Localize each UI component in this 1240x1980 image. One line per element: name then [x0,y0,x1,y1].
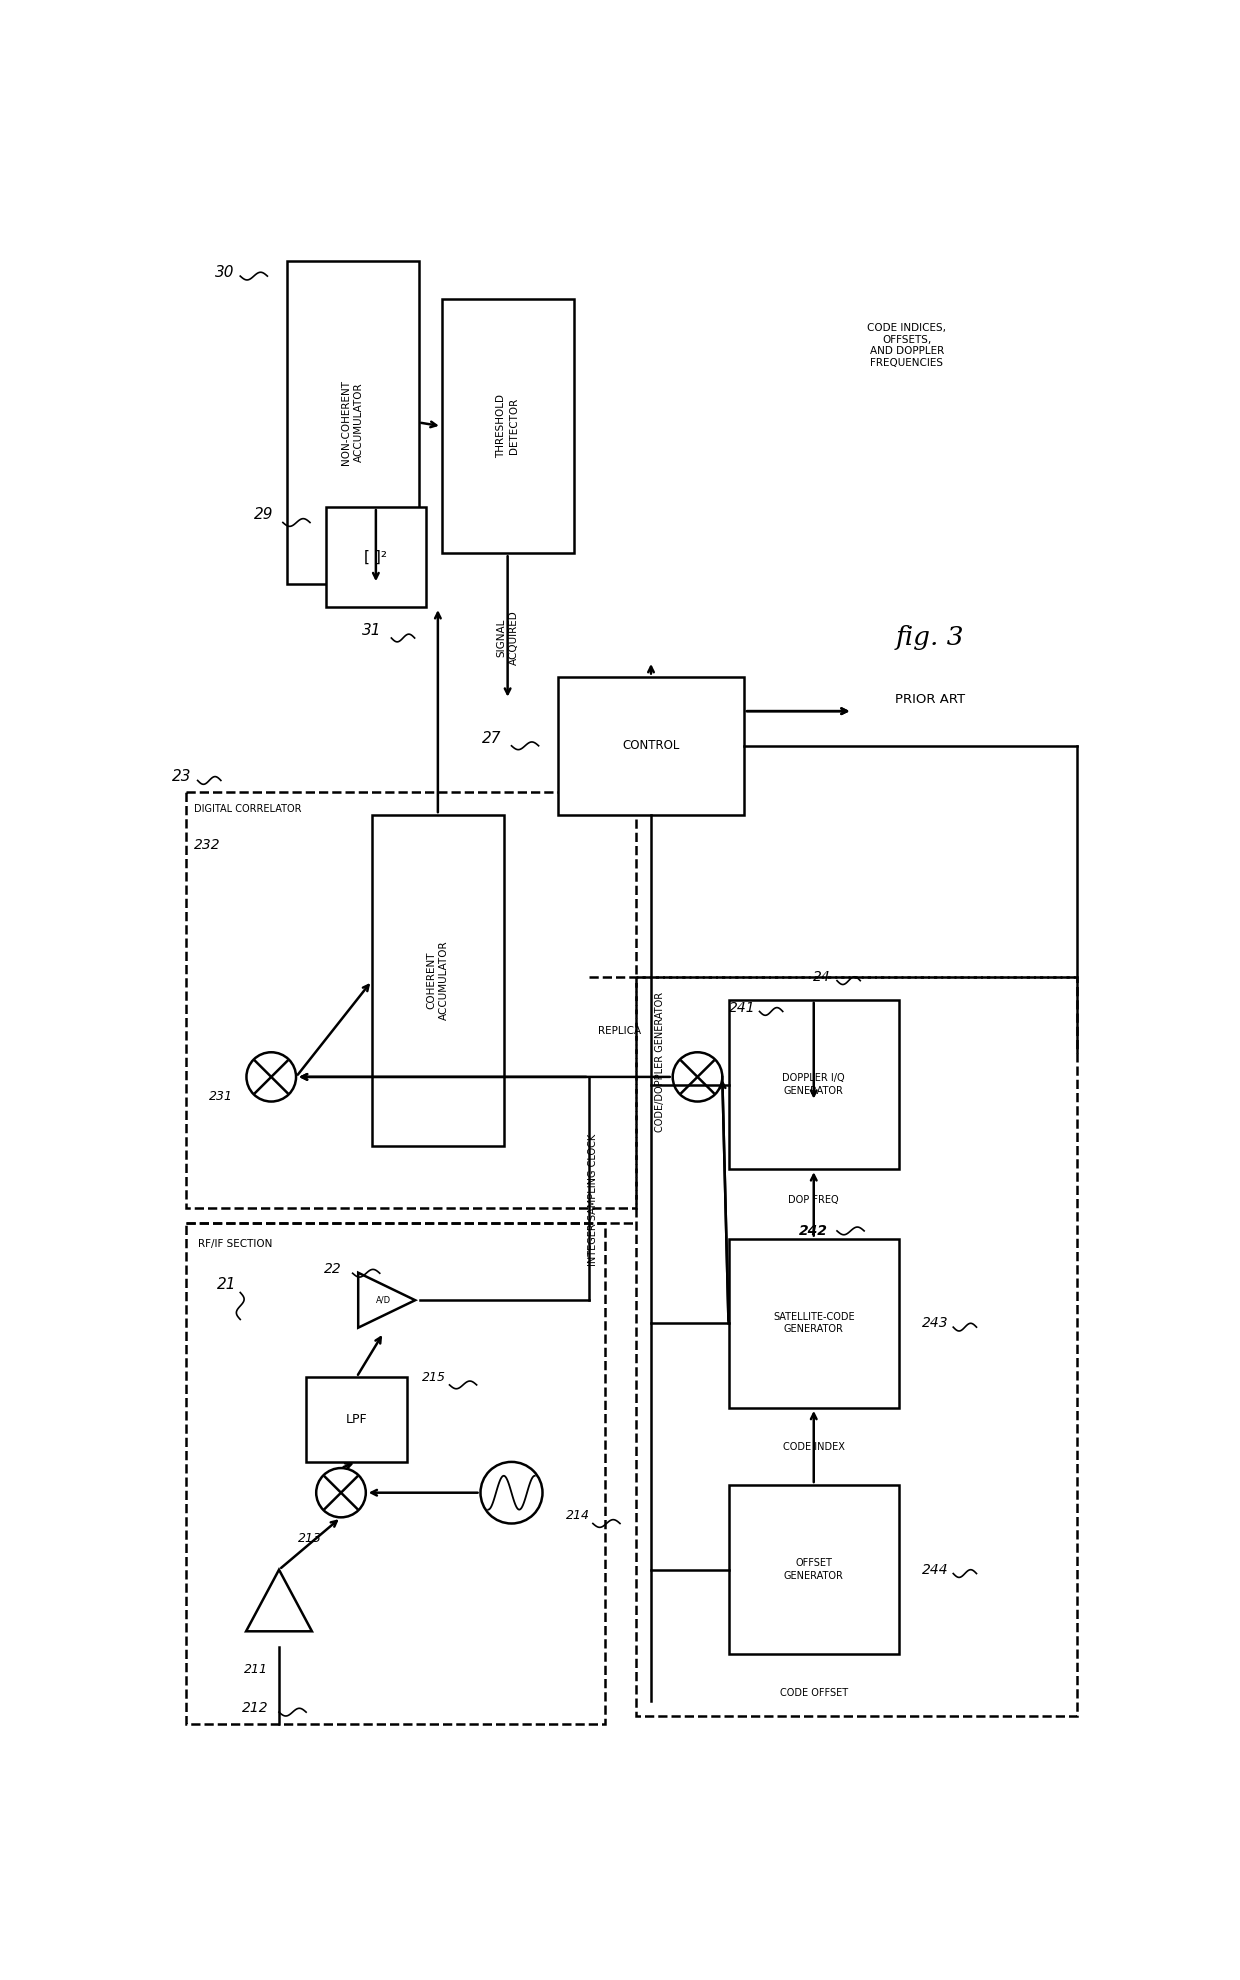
Text: LPF: LPF [346,1414,367,1426]
Text: DIGITAL CORRELATOR: DIGITAL CORRELATOR [193,804,301,814]
Bar [186,1224,605,1725]
Text: 214: 214 [565,1509,590,1523]
Bar [729,1000,899,1170]
Text: COHERENT
ACCUMULATOR: COHERENT ACCUMULATOR [427,940,449,1020]
Bar [729,1485,899,1655]
Text: [ ]²: [ ]² [365,550,387,564]
Text: CODE OFFSET: CODE OFFSET [780,1687,848,1699]
Text: 27: 27 [482,731,502,746]
Text: 213: 213 [298,1533,322,1546]
Text: DOPPLER I/Q
GENERATOR: DOPPLER I/Q GENERATOR [782,1073,846,1095]
Text: INTEGER SAMPLING CLOCK: INTEGER SAMPLING CLOCK [588,1135,598,1267]
Bar [558,677,744,816]
Text: 30: 30 [215,265,234,279]
Text: 212: 212 [243,1701,269,1715]
Text: CONTROL: CONTROL [622,739,680,752]
Text: REPLICA: REPLICA [599,1026,641,1036]
Text: 23: 23 [172,768,192,784]
Text: 29: 29 [254,507,273,523]
Text: CODE INDEX: CODE INDEX [782,1441,844,1451]
Text: CODE INDICES,
OFFSETS,
AND DOPPLER
FREQUENCIES: CODE INDICES, OFFSETS, AND DOPPLER FREQU… [867,323,946,368]
Bar [635,976,1078,1717]
Text: THRESHOLD
DETECTOR: THRESHOLD DETECTOR [496,394,518,457]
Text: 24: 24 [812,970,831,984]
Text: CODE/DOPPLER GENERATOR: CODE/DOPPLER GENERATOR [655,992,665,1133]
Bar [306,1378,407,1461]
Text: SIGNAL
ACQUIRED: SIGNAL ACQUIRED [497,610,518,665]
Text: 241: 241 [729,1000,755,1014]
Text: 31: 31 [362,624,382,638]
Text: 243: 243 [923,1317,949,1331]
Text: NON-COHERENT
ACCUMULATOR: NON-COHERENT ACCUMULATOR [341,380,363,465]
Text: RF/IF SECTION: RF/IF SECTION [197,1239,272,1249]
Text: DOP FREQ: DOP FREQ [789,1196,839,1206]
Bar [372,816,503,1146]
Bar [186,792,635,1208]
Text: A/D: A/D [376,1295,391,1305]
Bar [441,299,573,552]
Text: SATELLITE-CODE
GENERATOR: SATELLITE-CODE GENERATOR [773,1313,854,1335]
Bar [729,1239,899,1408]
Text: 22: 22 [325,1263,342,1277]
Text: 242: 242 [800,1224,828,1238]
Bar [286,261,419,584]
Text: OFFSET
GENERATOR: OFFSET GENERATOR [784,1558,843,1580]
Text: 244: 244 [923,1562,949,1576]
Text: 232: 232 [193,838,221,851]
Text: fig. 3: fig. 3 [895,626,965,651]
Text: PRIOR ART: PRIOR ART [895,693,965,707]
Text: 215: 215 [423,1370,446,1384]
Text: 211: 211 [244,1663,268,1677]
Bar [325,507,427,608]
Text: 21: 21 [217,1277,237,1293]
Text: 231: 231 [208,1089,233,1103]
